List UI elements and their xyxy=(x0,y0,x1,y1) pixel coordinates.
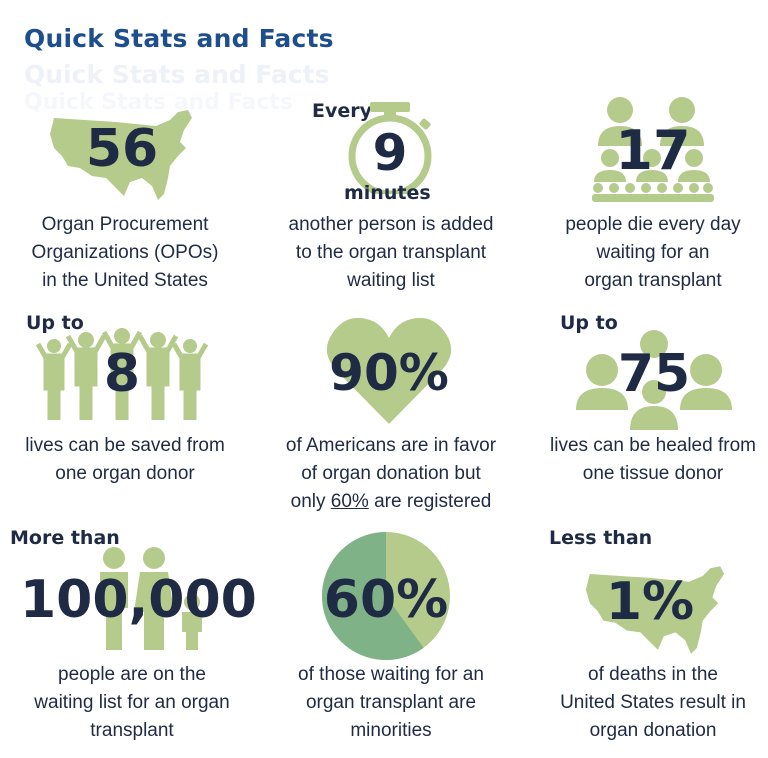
pie-slice xyxy=(322,532,424,660)
stopwatch-icon xyxy=(348,102,432,194)
stat-caption: lives can be saved from one organ donor xyxy=(25,435,225,484)
heart-icon xyxy=(326,317,452,424)
pie-chart-icon xyxy=(322,532,450,660)
stat-caption: of those waiting for an organ transplant… xyxy=(298,664,484,741)
raised-arms-people-icon xyxy=(36,328,208,420)
users-icon xyxy=(576,330,732,430)
registered-percent: 60% xyxy=(330,491,369,512)
stat-caption: of Americans are in favor of organ donat… xyxy=(285,435,497,512)
stat-caption: of deaths in the United States result in… xyxy=(560,664,746,741)
title-echo-faint: Quick Stats and Facts xyxy=(24,90,293,115)
stat-prefix: More than xyxy=(10,527,120,549)
stat-value: 56 xyxy=(85,119,159,179)
stat-prefix: Up to xyxy=(560,312,618,334)
stat-caption: people are on the waiting list for an or… xyxy=(34,664,230,741)
stat-suffix: minutes xyxy=(344,182,431,204)
us-map-icon xyxy=(585,566,725,654)
stat-value: 8 xyxy=(103,344,141,404)
page-title: Quick Stats and Facts xyxy=(24,24,334,53)
stat-value: 9 xyxy=(372,124,408,182)
us-map-icon xyxy=(50,110,192,200)
stat-value: 60% xyxy=(323,570,449,630)
stat-caption: another person is added to the organ tra… xyxy=(288,214,494,291)
stat-prefix: Every xyxy=(312,100,373,122)
stat-prefix: Less than xyxy=(549,527,653,549)
stat-prefix: Up to xyxy=(26,312,84,334)
stat-value: 100,000 xyxy=(20,570,257,630)
stat-caption: people die every day waiting for an orga… xyxy=(565,214,741,291)
stat-caption: Organ Procurement Organizations (OPOs) i… xyxy=(31,214,219,291)
people-group-icon xyxy=(592,97,714,202)
stat-value: 90% xyxy=(329,344,449,402)
title-echo: Quick Stats and Facts xyxy=(24,60,330,89)
stat-value: 75 xyxy=(617,344,691,404)
stat-value: 17 xyxy=(615,119,691,182)
stat-value: 1% xyxy=(605,572,695,632)
stat-caption: lives can be healed from one tissue dono… xyxy=(550,435,756,484)
family-icon xyxy=(100,547,202,650)
